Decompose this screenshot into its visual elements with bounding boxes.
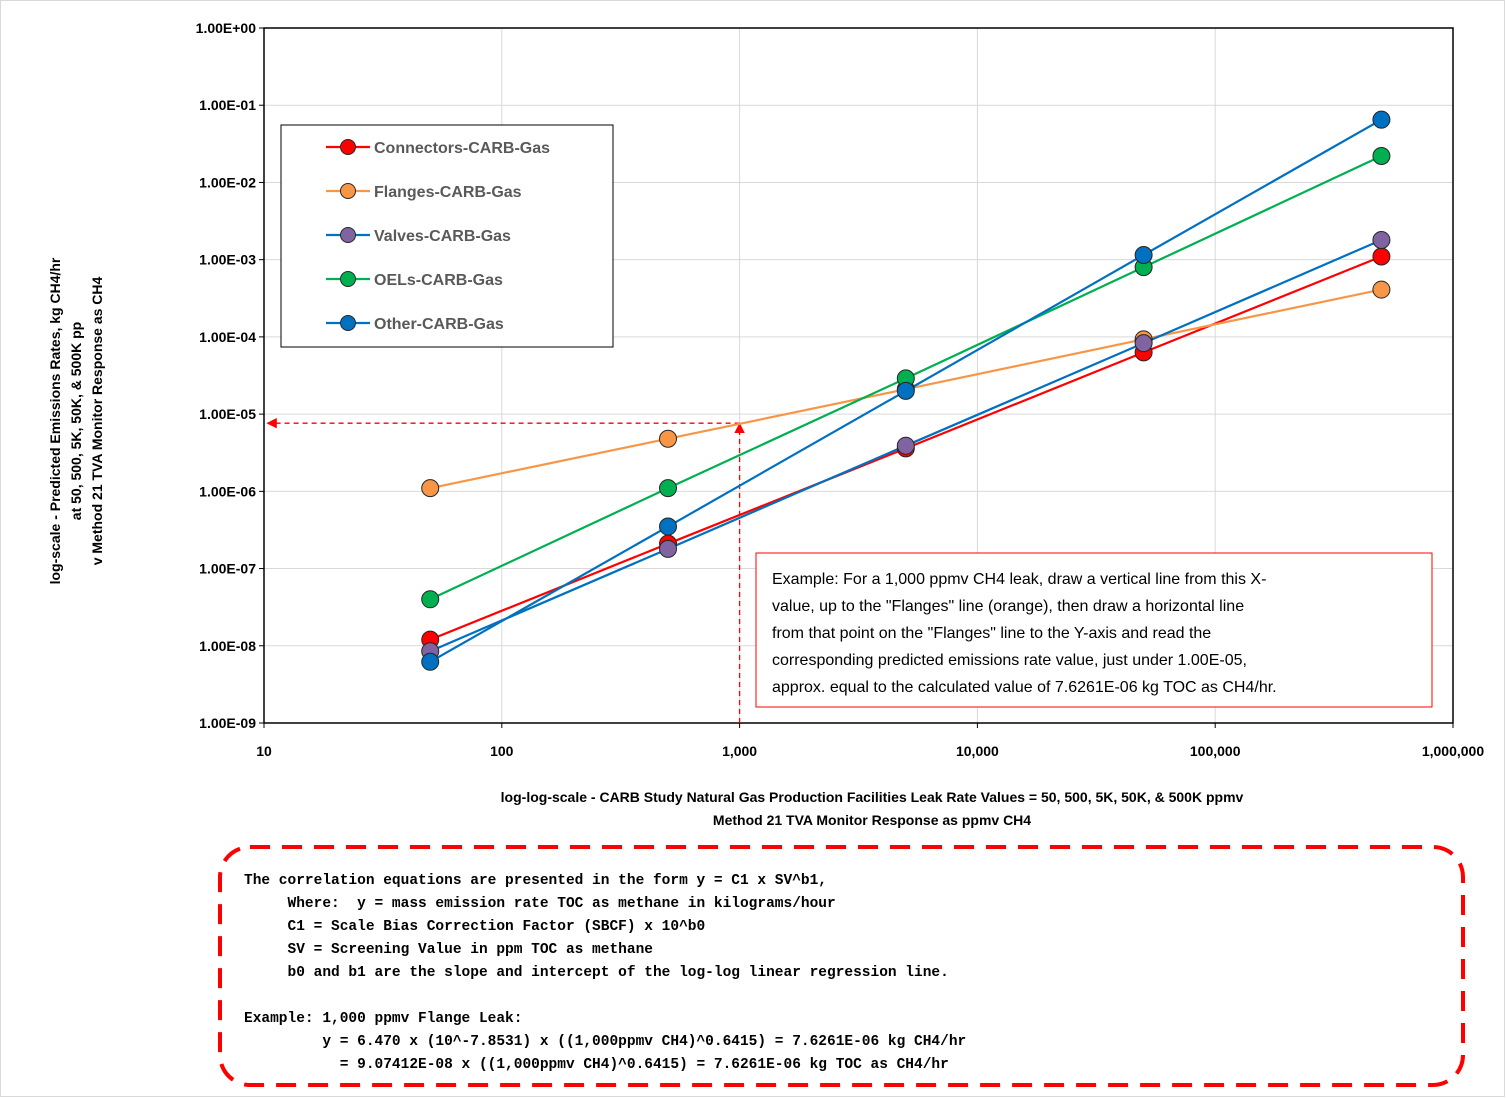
x-tick-label: 1,000,000: [1422, 743, 1484, 759]
data-point: [421, 590, 440, 609]
y-tick-label: 1.00E-04: [199, 329, 256, 345]
y-axis-title-line: log-scale - Predicted Emissions Rates, k…: [47, 257, 63, 584]
data-point: [1372, 247, 1391, 266]
series-group: [421, 110, 1391, 671]
annotation-line: approx. equal to the calculated value of…: [772, 679, 1277, 696]
equation-line: b0 and b1 are the slope and intercept of…: [244, 965, 949, 981]
legend: Connectors-CARB-Gas Flanges-CARB-Gas Valve…: [280, 124, 614, 348]
y-tick-label: 1.00E-01: [199, 97, 256, 113]
annotation-line: Example: For a 1,000 ppmv CH4 leak, draw…: [772, 571, 1266, 588]
y-tick-label: 1.00E-02: [199, 174, 256, 190]
data-point: [896, 436, 915, 455]
legend-label: Flanges-CARB-Gas: [374, 184, 522, 201]
legend-marker: [340, 315, 356, 331]
data-point: [1372, 230, 1391, 249]
data-point: [659, 479, 678, 498]
x-axis-title-line: log-log-scale - CARB Study Natural Gas P…: [501, 789, 1244, 805]
equation-box-border: [218, 845, 1465, 1087]
x-tick-label: 100,000: [1190, 743, 1241, 759]
data-point: [659, 539, 678, 558]
legend-marker: [340, 183, 356, 199]
y-axis-title: log-scale - Predicted Emissions Rates, k…: [47, 257, 105, 584]
legend-marker: [340, 139, 356, 155]
y-tick-label: 1.00E-09: [199, 715, 256, 731]
data-point: [421, 652, 440, 671]
data-point: [896, 381, 915, 400]
data-point: [1372, 280, 1391, 299]
data-point: [659, 517, 678, 536]
annotation-line: value, up to the "Flanges" line (orange)…: [772, 598, 1244, 615]
legend-label: Valves-CARB-Gas: [374, 228, 511, 245]
data-point: [1134, 245, 1153, 264]
data-point: [659, 429, 678, 448]
legend-marker: [340, 227, 356, 243]
equation-line: The correlation equations are presented …: [244, 873, 827, 889]
equation-line: y = 6.470 x (10^-7.8531) x ((1,000ppmv C…: [244, 1034, 966, 1050]
equation-line: = 9.07412E-08 x ((1,000ppmv CH4)^0.6415)…: [244, 1057, 949, 1073]
annotation-line: from that point on the "Flanges" line to…: [772, 625, 1211, 642]
plot-area-border: [263, 27, 1454, 724]
legend-marker: [340, 271, 356, 287]
equation-line: SV = Screening Value in ppm TOC as metha…: [244, 942, 653, 958]
data-point: [421, 479, 440, 498]
x-axis-title-line: Method 21 TVA Monitor Response as ppmv C…: [713, 812, 1031, 828]
x-tick-label: 10,000: [956, 743, 999, 759]
y-tick-label: 1.00E-08: [199, 638, 256, 654]
x-tick-label: 10: [256, 743, 272, 759]
data-point: [1372, 110, 1391, 129]
y-axis-ticks: 1.00E-09 1.00E-08 1.00E-07 1.00E-06 1.00E-05…: [196, 20, 264, 731]
equation-line: Example: 1,000 ppmv Flange Leak:: [244, 1011, 522, 1027]
data-point: [1134, 334, 1153, 353]
annotation-line: corresponding predicted emissions rate v…: [772, 652, 1247, 669]
y-axis-title-line: v Method 21 TVA Monitor Response as CH4: [89, 276, 105, 565]
equation-box: The correlation equations are presented …: [218, 845, 1465, 1087]
data-point: [1372, 147, 1391, 166]
y-tick-label: 1.00E-06: [199, 483, 256, 499]
legend-label: Other-CARB-Gas: [374, 316, 504, 333]
y-tick-label: 1.00E-05: [199, 406, 256, 422]
legend-label: OELs-CARB-Gas: [374, 272, 503, 289]
annotation-border: [755, 552, 1433, 708]
legend-label: Connectors-CARB-Gas: [374, 140, 550, 157]
y-tick-label: 1.00E-03: [199, 252, 256, 268]
y-tick-label: 1.00E-07: [199, 561, 256, 577]
equation-line: C1 = Scale Bias Correction Factor (SBCF)…: [244, 919, 705, 935]
example-guide-lines: [266, 417, 745, 723]
equation-line: Where: y = mass emission rate TOC as met…: [244, 896, 836, 912]
x-tick-label: 1,000: [722, 743, 757, 759]
y-axis-title-line: at 50, 500, 5K, 50K, & 500K pp: [68, 322, 84, 520]
x-axis-ticks: 10 100 1,000 10,000 100,000 1,000,000: [256, 723, 1484, 759]
x-tick-label: 100: [490, 743, 514, 759]
example-annotation-box: Example: For a 1,000 ppmv CH4 leak, draw…: [755, 552, 1433, 708]
y-tick-label: 1.00E+00: [196, 20, 257, 36]
x-axis-title: log-log-scale - CARB Study Natural Gas P…: [501, 789, 1244, 828]
